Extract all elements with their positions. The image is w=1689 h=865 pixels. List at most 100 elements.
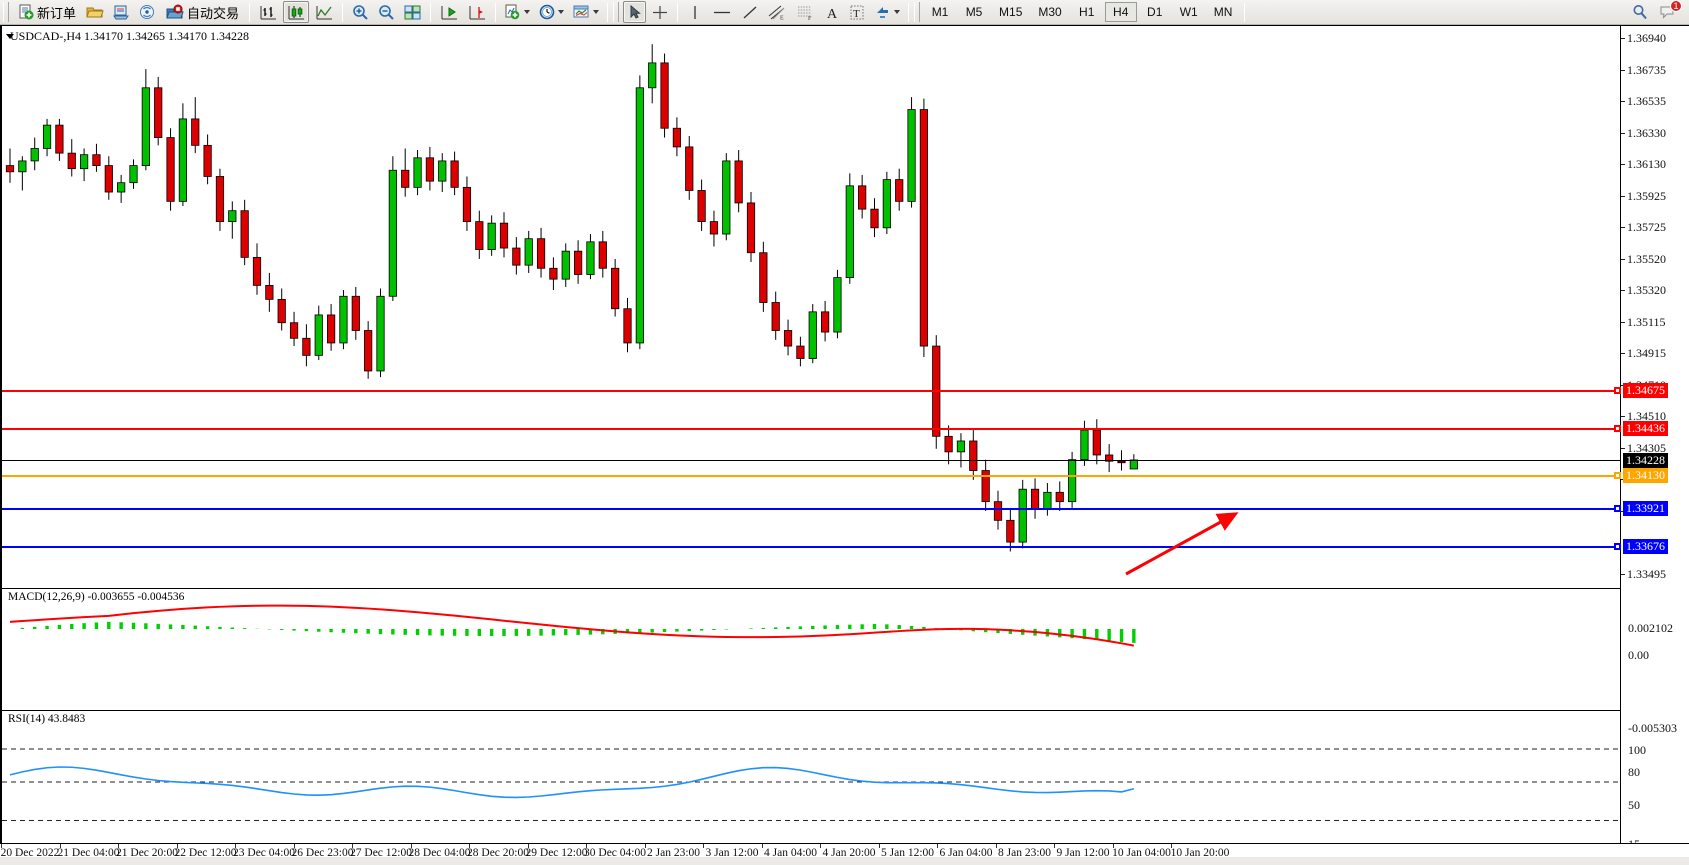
templates-button[interactable] [569,1,602,23]
chart-canvas-area[interactable]: USDCAD-,H4 1.34170 1.34265 1.34170 1.342… [0,25,1689,865]
time-axis-label: 22 Dec 12:00 [174,847,237,859]
timeframe-d1[interactable]: D1 [1147,5,1163,19]
period-button[interactable] [535,1,567,23]
entry-line-handle[interactable] [1614,472,1621,480]
text-label-button[interactable]: T [845,1,869,23]
bar-chart-icon [260,5,277,19]
zoom-out-button[interactable] [374,1,398,23]
indicators-button[interactable] [501,1,533,23]
price-scale-label: 1.36535 [1627,94,1666,108]
time-axis-label: 29 Dec 12:00 [525,847,588,859]
timeframe-h4[interactable]: H4 [1104,2,1137,22]
toolbar-grip-3[interactable] [914,2,921,22]
notification-button[interactable]: 1 [1656,0,1682,23]
toolbar-separator-7 [908,2,910,22]
timeframe-m30[interactable]: M30 [1038,5,1062,19]
rsi-pane[interactable]: RSI(14) 43.8483 [2,710,1620,844]
price-scale-tick [1621,290,1625,292]
price-scale-label: 1.34305 [1627,440,1666,455]
entry-line[interactable] [2,475,1620,478]
toolbar-grip-2[interactable] [613,2,620,22]
bar-chart-button[interactable] [255,1,281,23]
cursor-arrow-icon [630,4,641,19]
chart-shift-button[interactable] [464,1,490,23]
chart-menu-caret-icon[interactable] [6,34,14,39]
macd-pane[interactable]: MACD(12,26,9) -0.003655 -0.004536 [2,588,1620,710]
search-button[interactable] [1628,1,1652,23]
horizontal-line-button[interactable] [708,1,736,23]
price-scale[interactable]: 1.36940 1.36735 1.36535 1.36330 1.36130 1.359… [1620,26,1689,844]
support-line-2-handle[interactable] [1614,542,1621,550]
price-scale-tick [1621,447,1625,449]
support-line-1-tag[interactable]: 1.33921 [1623,500,1668,516]
arrows-icon [877,7,889,18]
resistance-line-1-handle[interactable] [1614,387,1621,395]
tile-windows-button[interactable] [400,1,425,23]
entry-line-tag[interactable]: 1.34130 [1623,468,1668,484]
timeframe-m5[interactable]: M5 [965,5,983,19]
equidistant-channel-button[interactable]: E [764,1,790,23]
time-axis-label: 28 Dec 20:00 [467,847,529,859]
auto-trading-button[interactable]: 自动交易 [161,1,244,23]
support-line-1[interactable] [2,507,1620,510]
new-order-button[interactable]: 新订单 [13,1,81,23]
timeframe-mn[interactable]: MN [1213,5,1233,19]
line-chart-button[interactable] [311,1,337,23]
support-line-1-handle[interactable] [1614,504,1621,512]
trendline-icon [743,6,757,18]
text-label-icon: T [850,5,864,20]
resistance-line-2[interactable] [2,427,1620,430]
toolbar-separator-1 [249,2,251,22]
auto-scroll-icon [441,5,458,19]
auto-scroll-button[interactable] [436,1,462,23]
timeframe-m15[interactable]: M15 [999,5,1023,19]
current-price-line-tag[interactable]: 1.34228 [1623,452,1668,468]
resistance-line-1-tag[interactable]: 1.34675 [1623,383,1668,399]
channel-icon: E [768,5,785,21]
price-scale-label: 1.36735 [1627,62,1666,77]
arrows-button[interactable] [871,1,903,23]
time-axis-label: 6 Jan 04:00 [939,847,993,859]
toolbar-grip-1[interactable] [3,2,9,22]
template-icon [573,5,589,18]
chevron-down-icon[interactable] [593,10,600,14]
time-axis-label: 28 Dec 04:00 [408,847,471,859]
vertical-line-button[interactable] [683,1,706,23]
current-price-line[interactable] [2,459,1620,461]
history-button[interactable] [83,1,107,23]
time-axis-label: 2 Jan 23:00 [646,847,701,859]
zoom-in-button[interactable] [348,1,372,23]
trendline-button[interactable] [738,1,762,23]
support-line-2-tag[interactable]: 1.33676 [1623,538,1668,554]
chevron-down-icon[interactable] [894,10,901,14]
text-button[interactable]: A [820,1,843,23]
timeframe-m1[interactable]: M1 [931,5,949,19]
candle-chart-button[interactable] [283,1,310,23]
resistance-line-1[interactable] [2,390,1620,393]
clock-icon [539,4,555,20]
time-axis-tick [937,844,938,848]
time-axis-tick [469,844,470,848]
fibonacci-icon: F [798,6,812,21]
support-line-2[interactable] [2,545,1620,548]
folder-icon [86,7,104,18]
toolbar-separator-8 [1244,2,1246,22]
time-axis-label: 23 Dec 04:00 [233,847,295,859]
chevron-down-icon[interactable] [558,10,565,14]
timeframe-h1[interactable]: H1 [1079,5,1095,19]
crosshair-button[interactable] [648,1,672,23]
cursor-button[interactable] [623,1,647,23]
resistance-line-2-tag[interactable]: 1.34436 [1623,420,1668,436]
price-pane[interactable] [2,26,1620,588]
price-scale-tick [1621,416,1625,418]
terminal-button[interactable] [109,1,133,23]
toolbar-separator-2 [342,2,344,22]
fibonacci-button[interactable]: F [792,1,818,23]
chart-symbol-label: USDCAD-,H4 1.34170 1.34265 1.34170 1.342… [10,29,250,43]
time-axis-label: 4 Jan 04:00 [763,847,818,859]
signals-button[interactable] [135,1,159,23]
chevron-down-icon[interactable] [524,10,531,14]
resistance-line-2-handle[interactable] [1614,424,1621,432]
timeframe-w1[interactable]: W1 [1179,5,1198,19]
price-scale-tick [1621,38,1625,39]
